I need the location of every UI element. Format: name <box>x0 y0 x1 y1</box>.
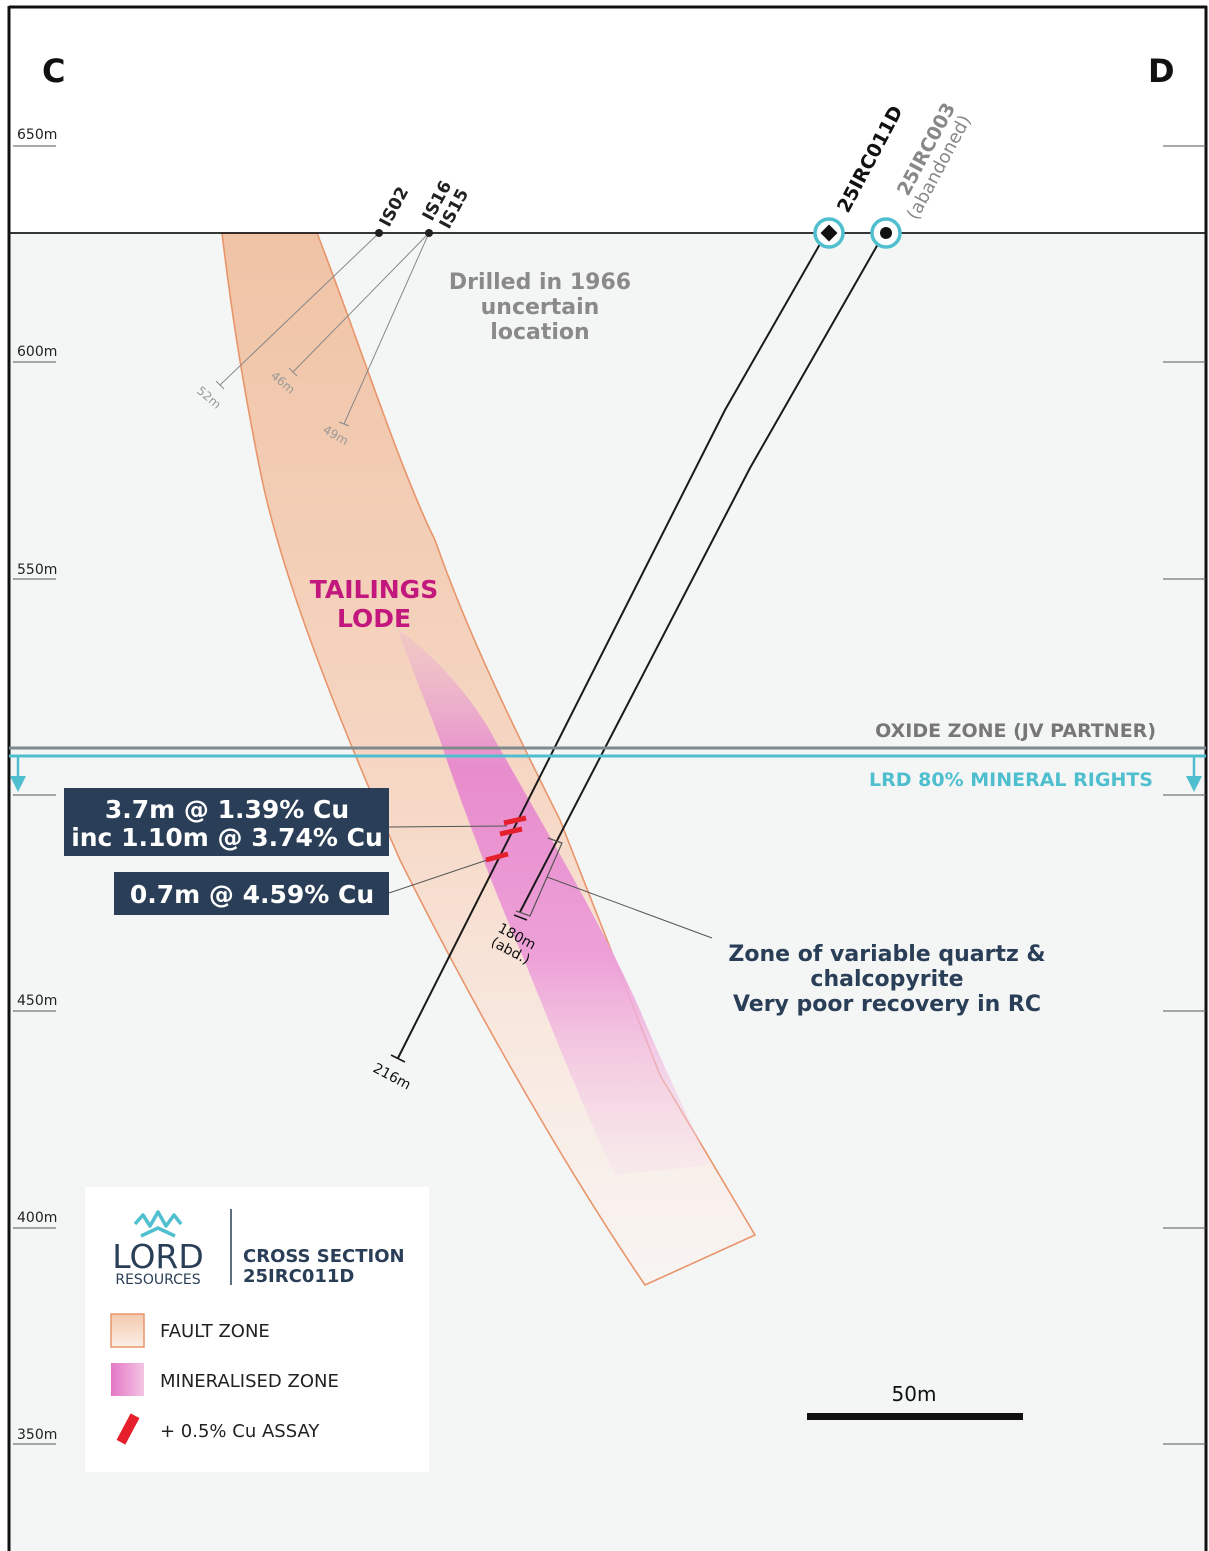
section-label-c: C <box>42 52 65 90</box>
annotation-leader <box>546 876 713 939</box>
historic-hole-is02-end <box>215 380 225 390</box>
mineral-rights-arrow-right-icon <box>1186 776 1202 792</box>
intercept-1-line-1: 3.7m @ 1.39% Cu <box>105 795 349 824</box>
drillhole-25irc011d-end <box>390 1054 406 1063</box>
annotation-line-2: chalcopyrite <box>810 967 963 992</box>
legend-title-line-2: 25IRC011D <box>243 1266 354 1287</box>
collar-25irc011d-diamond <box>820 224 838 242</box>
annotation-line-3: Very poor recovery in RC <box>733 992 1041 1017</box>
legend-mineralised-zone-label: MINERALISED ZONE <box>160 1371 339 1392</box>
mineral-rights-arrow-left-icon <box>10 776 26 792</box>
legend-fault-zone-label: FAULT ZONE <box>160 1321 270 1342</box>
tailings-lode-label-line-1: TAILINGS <box>310 575 438 604</box>
intercept-1-line-2: inc 1.10m @ 3.74% Cu <box>71 823 383 852</box>
intercept-1-leader <box>388 825 508 828</box>
crown-icon <box>133 1210 183 1228</box>
intercept-2-box <box>114 872 389 915</box>
intercept-2-line-1: 0.7m @ 4.59% Cu <box>130 880 374 909</box>
annotation-line-1: Zone of variable quartz & <box>728 942 1045 967</box>
cu-assay-marker-1 <box>503 815 527 826</box>
legend-title-line-1: CROSS SECTION <box>243 1246 405 1267</box>
legend-cu-assay-label: + 0.5% Cu ASSAY <box>160 1421 320 1442</box>
crown-base-icon <box>140 1226 176 1238</box>
drillhole-25irc003-trace <box>519 243 879 913</box>
historic-note-line-1: Drilled in 1966 <box>449 270 631 295</box>
elevation-axis: 650m 600m 550m 450m 400m 350m <box>13 127 1206 1445</box>
elevation-label-650: 650m <box>17 127 57 143</box>
elevation-label-600: 600m <box>17 344 57 360</box>
poor-recovery-bracket <box>515 837 563 917</box>
historic-collar-is02 <box>375 229 383 237</box>
elevation-label-550: 550m <box>17 562 57 578</box>
drillhole-25irc011d-trace <box>397 243 821 1059</box>
historic-hole-is16-end <box>288 367 298 377</box>
historic-collar-is16-is15 <box>425 229 433 237</box>
historic-note-line-2: uncertain <box>481 295 600 320</box>
logo-wordmark: LORD <box>112 1237 204 1276</box>
intercept-2-leader <box>388 857 494 894</box>
legend-mineralised-zone-swatch <box>111 1363 144 1396</box>
historic-hole-is15-trace <box>343 232 430 425</box>
mineralised-zone <box>398 630 710 1175</box>
logo-subtitle: RESOURCES <box>115 1272 200 1288</box>
historic-hole-is15-end <box>338 421 350 427</box>
elevation-label-450: 450m <box>17 993 57 1009</box>
intercept-1-box <box>64 788 389 856</box>
historic-hole-is02-trace <box>219 232 380 386</box>
historic-drillholes <box>215 232 430 427</box>
legend-cu-assay-swatch <box>116 1413 140 1445</box>
legend-fault-zone-swatch <box>110 1313 145 1348</box>
oxide-zone-label: OXIDE ZONE (JV PARTNER) <box>875 720 1156 742</box>
tailings-lode-label-line-2: LODE <box>337 604 411 633</box>
mineral-rights-label: LRD 80% MINERAL RIGHTS <box>869 769 1153 791</box>
historic-note-line-3: location <box>490 320 589 345</box>
scale-bar-label: 50m <box>892 1382 937 1406</box>
cu-assay-marker-2 <box>499 826 523 837</box>
scale-bar <box>807 1413 1023 1420</box>
elevation-label-400: 400m <box>17 1210 57 1226</box>
elevation-label-350: 350m <box>17 1427 57 1443</box>
historic-hole-is16-trace <box>292 232 430 373</box>
cu-assay-marker-3 <box>485 851 509 863</box>
lord-logo: LORD RESOURCES <box>112 1210 204 1288</box>
collar-25irc003-dot <box>880 227 892 239</box>
section-label-d: D <box>1148 52 1175 90</box>
drillhole-25irc003-end <box>513 914 528 921</box>
